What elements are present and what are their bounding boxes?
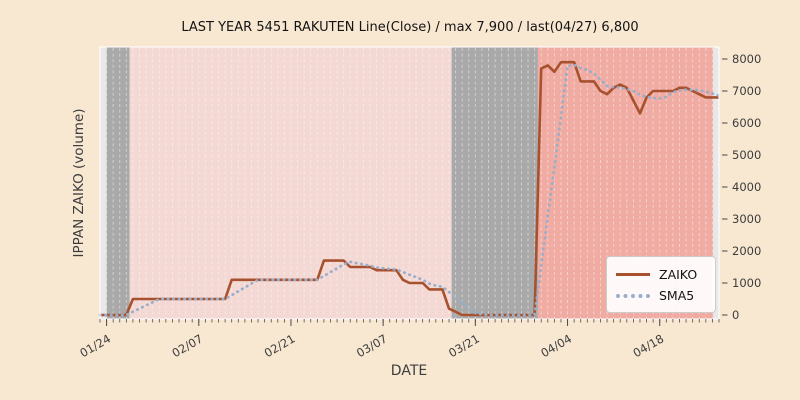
sma5-line <box>98 63 721 317</box>
zaiko-line-sample <box>616 273 650 276</box>
y-tick-label: 4000 <box>732 180 761 194</box>
legend-item-zaiko: ZAIKO <box>616 264 707 285</box>
legend-label-sma5: SMA5 <box>659 288 695 303</box>
x-tick-label: 03/21 <box>446 331 482 360</box>
y-axis-tick-labels: 0 1000 2000 3000 4000 5000 6000 7000 8000 <box>732 52 761 322</box>
y-tick-label: 8000 <box>732 52 761 66</box>
x-tick-label: 02/07 <box>170 331 206 360</box>
x-axis-ticks <box>99 319 720 326</box>
x-tick-label: 02/21 <box>262 331 298 360</box>
legend-item-sma5: SMA5 <box>616 285 707 306</box>
y-tick-label: 5000 <box>732 148 761 162</box>
x-tick-label: 04/18 <box>631 331 667 360</box>
shaded-date-bands <box>106 47 714 319</box>
y-tick-label: 0 <box>732 308 739 322</box>
legend-label-zaiko: ZAIKO <box>659 267 698 282</box>
x-tick-label: 03/07 <box>354 331 390 360</box>
y-tick-label: 6000 <box>732 116 761 130</box>
chart-title: LAST YEAR 5451 RAKUTEN Line(Close) / max… <box>181 20 639 35</box>
y-tick-label: 7000 <box>732 84 761 98</box>
legend: ZAIKO SMA5 <box>606 256 716 313</box>
x-axis-tick-labels: 01/24 02/07 02/21 03/07 03/21 04/04 04/18 <box>77 331 666 360</box>
x-tick-label: 01/24 <box>77 331 113 360</box>
y-tick-label: 1000 <box>732 276 761 290</box>
y-tick-label: 2000 <box>732 244 761 258</box>
zaiko-line <box>100 60 719 317</box>
sma5-line-sample <box>616 293 650 298</box>
y-axis-ticks <box>722 58 728 316</box>
x-axis-label: DATE <box>390 363 428 379</box>
y-tick-label: 3000 <box>732 212 761 226</box>
x-tick-label: 04/04 <box>538 331 574 360</box>
